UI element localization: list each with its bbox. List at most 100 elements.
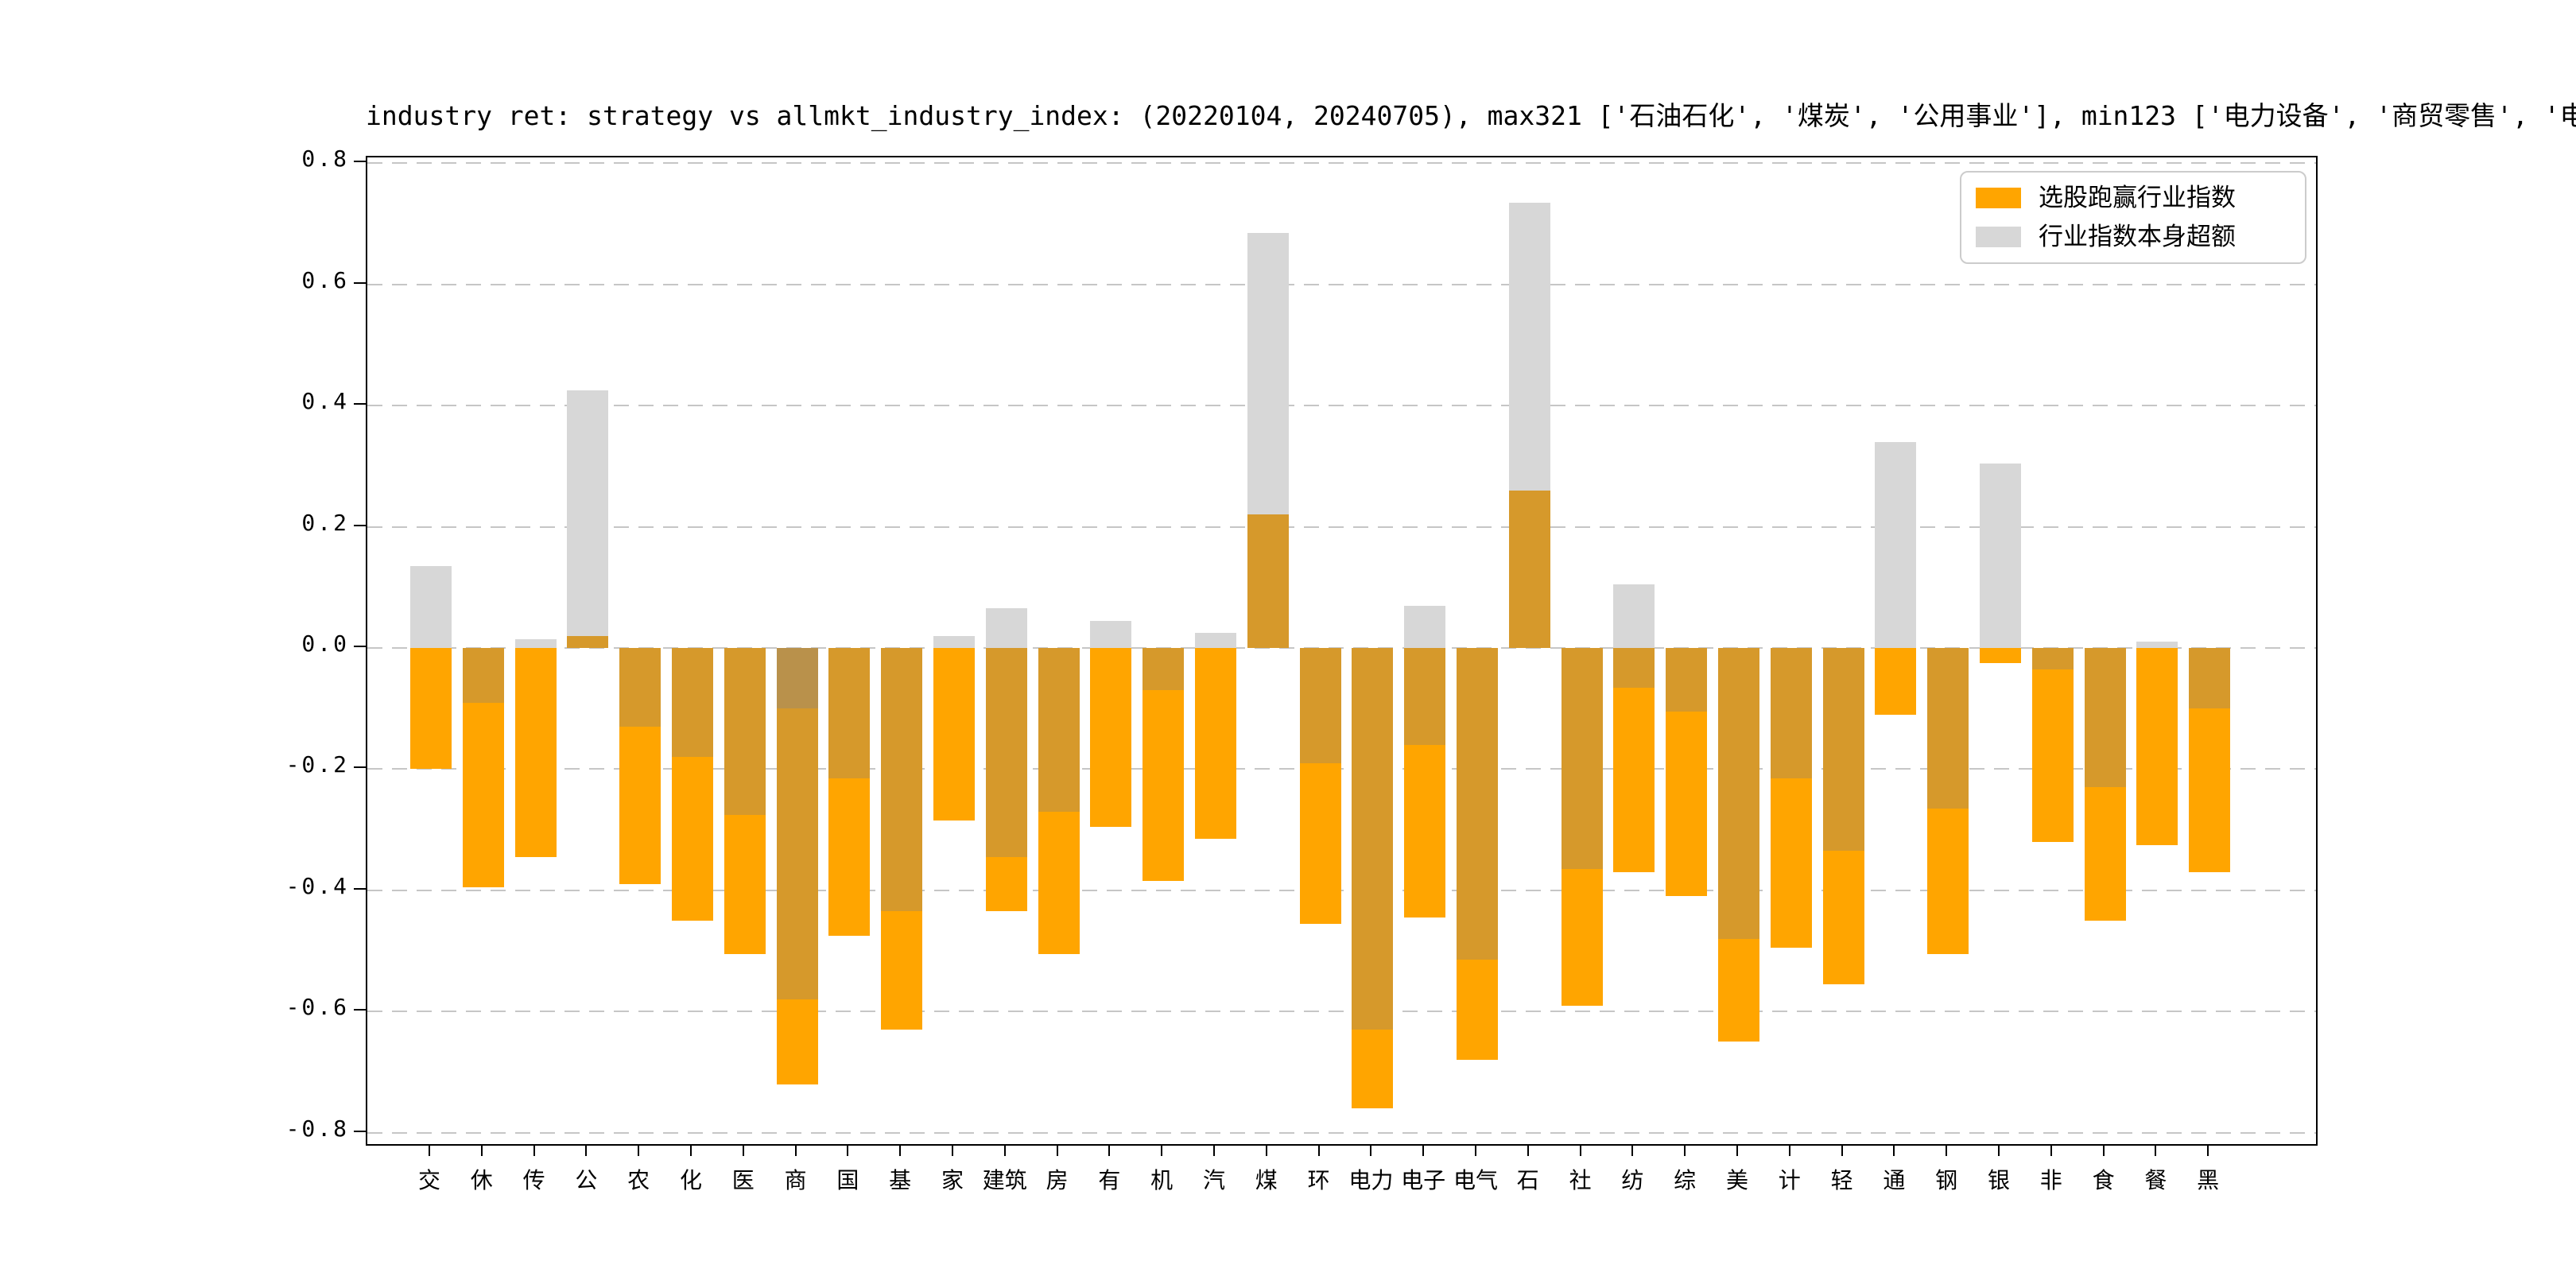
x-tick-label: 石	[1516, 1167, 1539, 1193]
x-tick-label: 美	[1725, 1167, 1748, 1193]
x-tick-mark	[1370, 1146, 1372, 1156]
y-tick-mark	[354, 1009, 366, 1011]
bar-segment-gray	[514, 638, 557, 648]
x-tick-label: 基	[889, 1167, 912, 1193]
legend-item-industry: 行业指数本身超额	[1976, 223, 2291, 250]
gridline	[367, 162, 2316, 165]
x-tick-mark	[1893, 1146, 1895, 1156]
bar-segment-orange	[1457, 960, 1498, 1061]
bar-segment-orange	[1195, 648, 1236, 840]
gridline	[367, 1131, 2316, 1134]
gridline	[367, 405, 2316, 407]
bar-segment-orange	[1143, 690, 1185, 882]
x-tick-label: 汽	[1202, 1167, 1225, 1193]
y-tick-label: -0.8	[285, 1115, 349, 1142]
x-tick-label: 社	[1569, 1167, 1592, 1193]
x-tick-label: 纺	[1621, 1167, 1644, 1193]
gridline	[367, 889, 2316, 891]
y-tick-label: 0.4	[301, 388, 349, 415]
x-tick-label: 环	[1307, 1167, 1330, 1193]
bar-segment-tan	[724, 648, 766, 815]
y-tick-label: -0.6	[285, 994, 349, 1021]
bar-segment-gray	[2136, 642, 2178, 648]
x-tick-label: 电气	[1453, 1167, 1498, 1193]
bar-segment-orange	[933, 648, 975, 821]
plot-area: 选股跑赢行业指数 行业指数本身超额	[366, 156, 2318, 1146]
chart-title: industry ret: strategy vs allmkt_industr…	[366, 100, 2576, 131]
bar-segment-gray	[410, 566, 452, 648]
x-tick-label: 轻	[1830, 1167, 1853, 1193]
bar-segment-gray	[1404, 605, 1446, 648]
bar-segment-dark	[776, 648, 818, 709]
x-tick-mark	[2207, 1146, 2209, 1156]
x-tick-label: 化	[679, 1167, 702, 1193]
bar-segment-orange	[881, 911, 923, 1030]
x-tick-label: 机	[1150, 1167, 1174, 1193]
x-tick-label: 煤	[1255, 1167, 1278, 1193]
bar-segment-tan	[776, 708, 818, 999]
x-tick-label: 非	[2039, 1167, 2062, 1193]
x-tick-label: 休	[470, 1167, 493, 1193]
bar-segment-tan	[567, 635, 609, 648]
x-tick-label: 建筑	[982, 1167, 1027, 1193]
x-tick-mark	[794, 1146, 797, 1156]
y-tick-mark	[354, 403, 366, 405]
bar-segment-orange	[514, 648, 557, 857]
y-tick-mark	[354, 1130, 366, 1132]
bar-segment-tan	[1143, 648, 1185, 691]
bar-segment-tan	[828, 648, 871, 778]
x-tick-mark	[1475, 1146, 1476, 1156]
bar-segment-orange	[1718, 938, 1759, 1042]
x-tick-mark	[1056, 1146, 1058, 1156]
bar-segment-tan	[1770, 648, 1812, 778]
bar-segment-orange	[462, 702, 504, 887]
bar-segment-gray	[1247, 233, 1289, 515]
bar-segment-tan	[2031, 648, 2074, 669]
y-tick-mark	[354, 281, 366, 284]
bar-segment-orange	[724, 814, 766, 954]
bar-segment-orange	[672, 757, 713, 921]
y-tick-label: -0.4	[285, 872, 349, 899]
bar-segment-tan	[1666, 648, 1708, 712]
y-tick-mark	[354, 524, 366, 526]
bar-segment-orange	[2031, 669, 2074, 842]
bar-segment-orange	[2084, 787, 2126, 921]
y-tick-mark	[354, 887, 366, 890]
bar-segment-gray	[1613, 584, 1655, 648]
bar-segment-orange	[1980, 648, 2021, 664]
x-tick-mark	[1265, 1146, 1267, 1156]
bar-segment-orange	[1299, 762, 1341, 924]
legend-item-strategy: 选股跑赢行业指数	[1976, 184, 2291, 211]
x-tick-label: 传	[522, 1167, 545, 1193]
bar-segment-gray	[1090, 620, 1132, 648]
legend-swatch-gray	[1976, 226, 2021, 247]
gridline	[367, 1011, 2316, 1013]
bar-segment-tan	[462, 648, 504, 703]
x-tick-mark	[690, 1146, 692, 1156]
gridline	[367, 647, 2316, 649]
x-tick-label: 电子	[1401, 1167, 1446, 1193]
gridline	[367, 768, 2316, 770]
bar-segment-gray	[1875, 441, 1917, 648]
x-tick-mark	[585, 1146, 588, 1156]
bar-segment-orange	[1038, 811, 1080, 954]
y-tick-mark	[354, 646, 366, 647]
bar-segment-orange	[2136, 648, 2178, 845]
x-tick-mark	[1788, 1146, 1790, 1156]
bar-segment-tan	[1561, 648, 1603, 870]
x-tick-label: 电力	[1348, 1167, 1394, 1193]
x-tick-mark	[1684, 1146, 1686, 1156]
bar-segment-tan	[1038, 648, 1080, 812]
bar-segment-orange	[828, 778, 871, 936]
x-tick-label: 有	[1098, 1167, 1121, 1193]
legend-swatch-orange	[1976, 188, 2021, 209]
x-tick-mark	[1422, 1146, 1425, 1156]
bar-segment-gray	[933, 635, 975, 648]
bar-segment-orange	[2189, 708, 2231, 872]
bar-segment-tan	[2084, 648, 2126, 788]
y-tick-mark	[354, 161, 366, 163]
x-tick-mark	[1736, 1146, 1738, 1156]
x-tick-label: 家	[941, 1167, 964, 1193]
y-tick-label: 0.2	[301, 509, 349, 536]
x-tick-label: 商	[784, 1167, 807, 1193]
